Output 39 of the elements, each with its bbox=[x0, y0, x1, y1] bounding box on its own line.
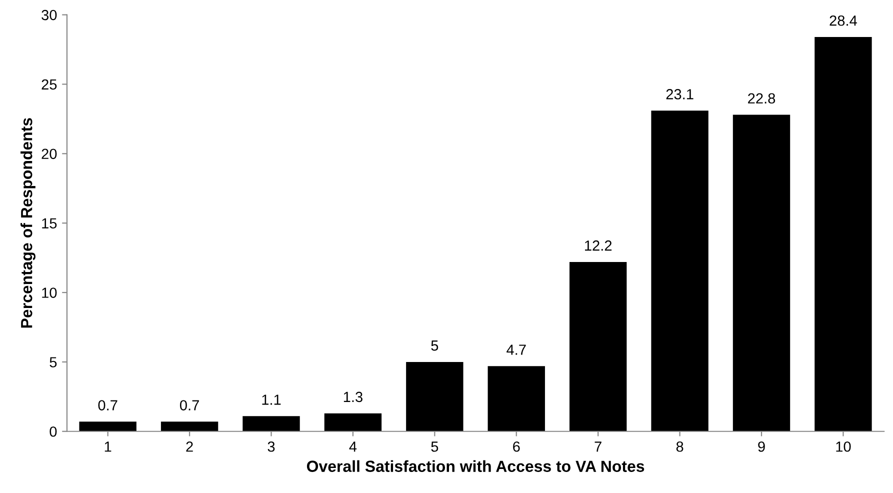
y-tick-label: 10 bbox=[42, 288, 57, 298]
x-tick-label: 3 bbox=[268, 441, 275, 452]
x-tick-label: 4 bbox=[349, 442, 357, 452]
y-tick-label: 15 bbox=[42, 218, 57, 229]
data-label: 28.4 bbox=[830, 15, 857, 26]
x-tick-label: 9 bbox=[758, 441, 765, 452]
bar bbox=[569, 262, 627, 432]
y-tick-label: 20 bbox=[42, 148, 57, 160]
bar bbox=[488, 366, 545, 432]
data-label: 0.7 bbox=[98, 400, 118, 410]
x-tick-label: 1 bbox=[104, 442, 112, 452]
x-axis-title: Overall Satisfaction with Access to VA Notes bbox=[306, 460, 644, 472]
y-tick-label: 0 bbox=[50, 426, 57, 437]
data-label: 4.7 bbox=[506, 344, 526, 355]
bar bbox=[324, 413, 382, 432]
data-label: 23.1 bbox=[666, 89, 694, 100]
bar bbox=[79, 422, 136, 432]
y-tick-label: 5 bbox=[50, 357, 57, 368]
data-label: 12.2 bbox=[585, 240, 612, 251]
bar bbox=[406, 362, 464, 432]
data-label: 1.3 bbox=[344, 392, 362, 402]
x-tick-label: 7 bbox=[594, 442, 602, 452]
data-label: 5 bbox=[431, 340, 438, 351]
x-tick-label: 5 bbox=[431, 442, 438, 452]
data-label: 1.1 bbox=[262, 394, 281, 405]
bar bbox=[814, 37, 872, 432]
y-tick-label: 25 bbox=[42, 79, 57, 90]
x-tick-label: 2 bbox=[186, 441, 193, 452]
y-tick-label: 30 bbox=[42, 10, 57, 20]
x-tick-label: 10 bbox=[836, 441, 851, 452]
bar bbox=[242, 416, 300, 432]
data-label: 22.8 bbox=[748, 93, 776, 104]
bar bbox=[651, 110, 708, 432]
bar bbox=[160, 422, 218, 432]
bar bbox=[732, 114, 790, 432]
data-label: 0.7 bbox=[180, 400, 199, 410]
y-axis-title: Percentage of Respondents bbox=[20, 118, 36, 328]
x-tick-label: 8 bbox=[676, 441, 684, 452]
x-tick-label: 6 bbox=[513, 441, 520, 452]
